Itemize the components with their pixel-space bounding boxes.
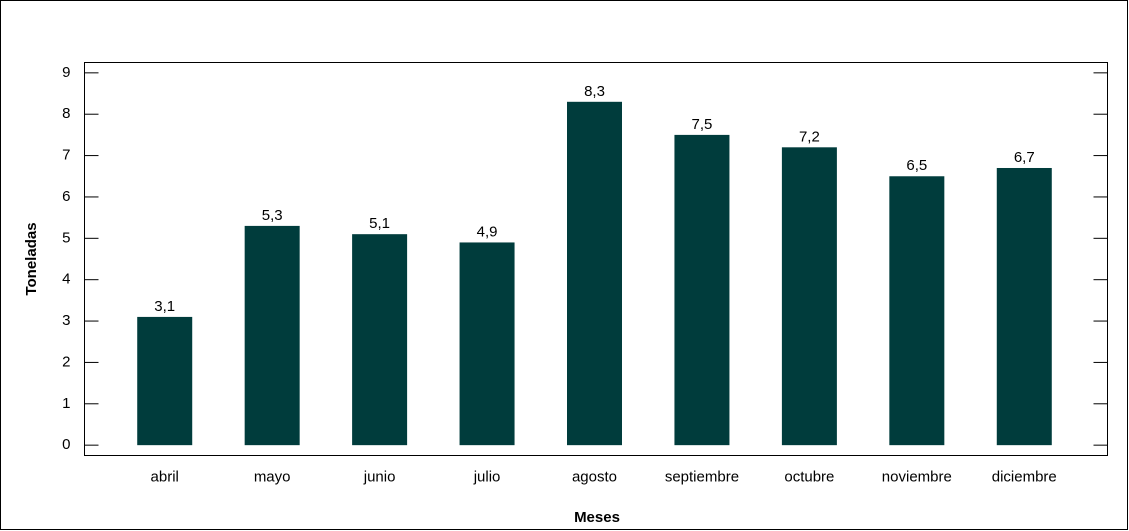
x-tick-label: septiembre	[665, 468, 739, 485]
x-tick-label: abril	[151, 468, 179, 485]
y-tick-label: 4	[62, 271, 70, 288]
x-tick-label: mayo	[254, 468, 291, 485]
value-label: 8,3	[584, 83, 605, 100]
y-tick-label: 1	[62, 395, 70, 412]
bar	[889, 176, 945, 446]
y-tick-label: 2	[62, 353, 70, 370]
bar	[352, 234, 408, 446]
value-label: 7,5	[692, 116, 713, 133]
y-tick-label: 9	[62, 64, 70, 81]
value-label: 5,1	[369, 215, 390, 232]
y-tick-label: 3	[62, 312, 70, 329]
x-tick-label: agosto	[572, 468, 617, 485]
value-label: 6,7	[1014, 149, 1035, 166]
y-axis-title: Toneladas	[23, 222, 40, 295]
x-tick-label: julio	[473, 468, 501, 485]
y-tick-label: 8	[62, 105, 70, 122]
plot-frame	[84, 62, 1108, 456]
y-tick-label: 6	[62, 188, 70, 205]
bar	[567, 101, 622, 446]
bar	[996, 167, 1052, 446]
value-label: 3,1	[154, 298, 175, 315]
y-tick-label: 7	[62, 147, 70, 164]
bar	[781, 147, 837, 446]
x-tick-label: octubre	[784, 468, 834, 485]
value-label: 7,2	[799, 128, 820, 145]
value-label: 4,9	[477, 223, 498, 240]
x-axis-title: Meses	[574, 509, 620, 526]
bar	[674, 134, 730, 446]
y-tick-label: 5	[62, 229, 70, 246]
bar	[137, 316, 193, 446]
y-tick-label: 0	[62, 436, 70, 453]
x-tick-label: diciembre	[992, 468, 1057, 485]
bar	[459, 242, 515, 446]
x-tick-label: junio	[363, 468, 396, 485]
x-tick-label: noviembre	[882, 468, 952, 485]
bar	[244, 225, 300, 446]
value-label: 6,5	[906, 157, 927, 174]
value-label: 5,3	[262, 207, 283, 224]
